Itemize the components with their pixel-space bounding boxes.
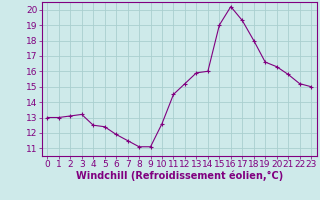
X-axis label: Windchill (Refroidissement éolien,°C): Windchill (Refroidissement éolien,°C) <box>76 171 283 181</box>
